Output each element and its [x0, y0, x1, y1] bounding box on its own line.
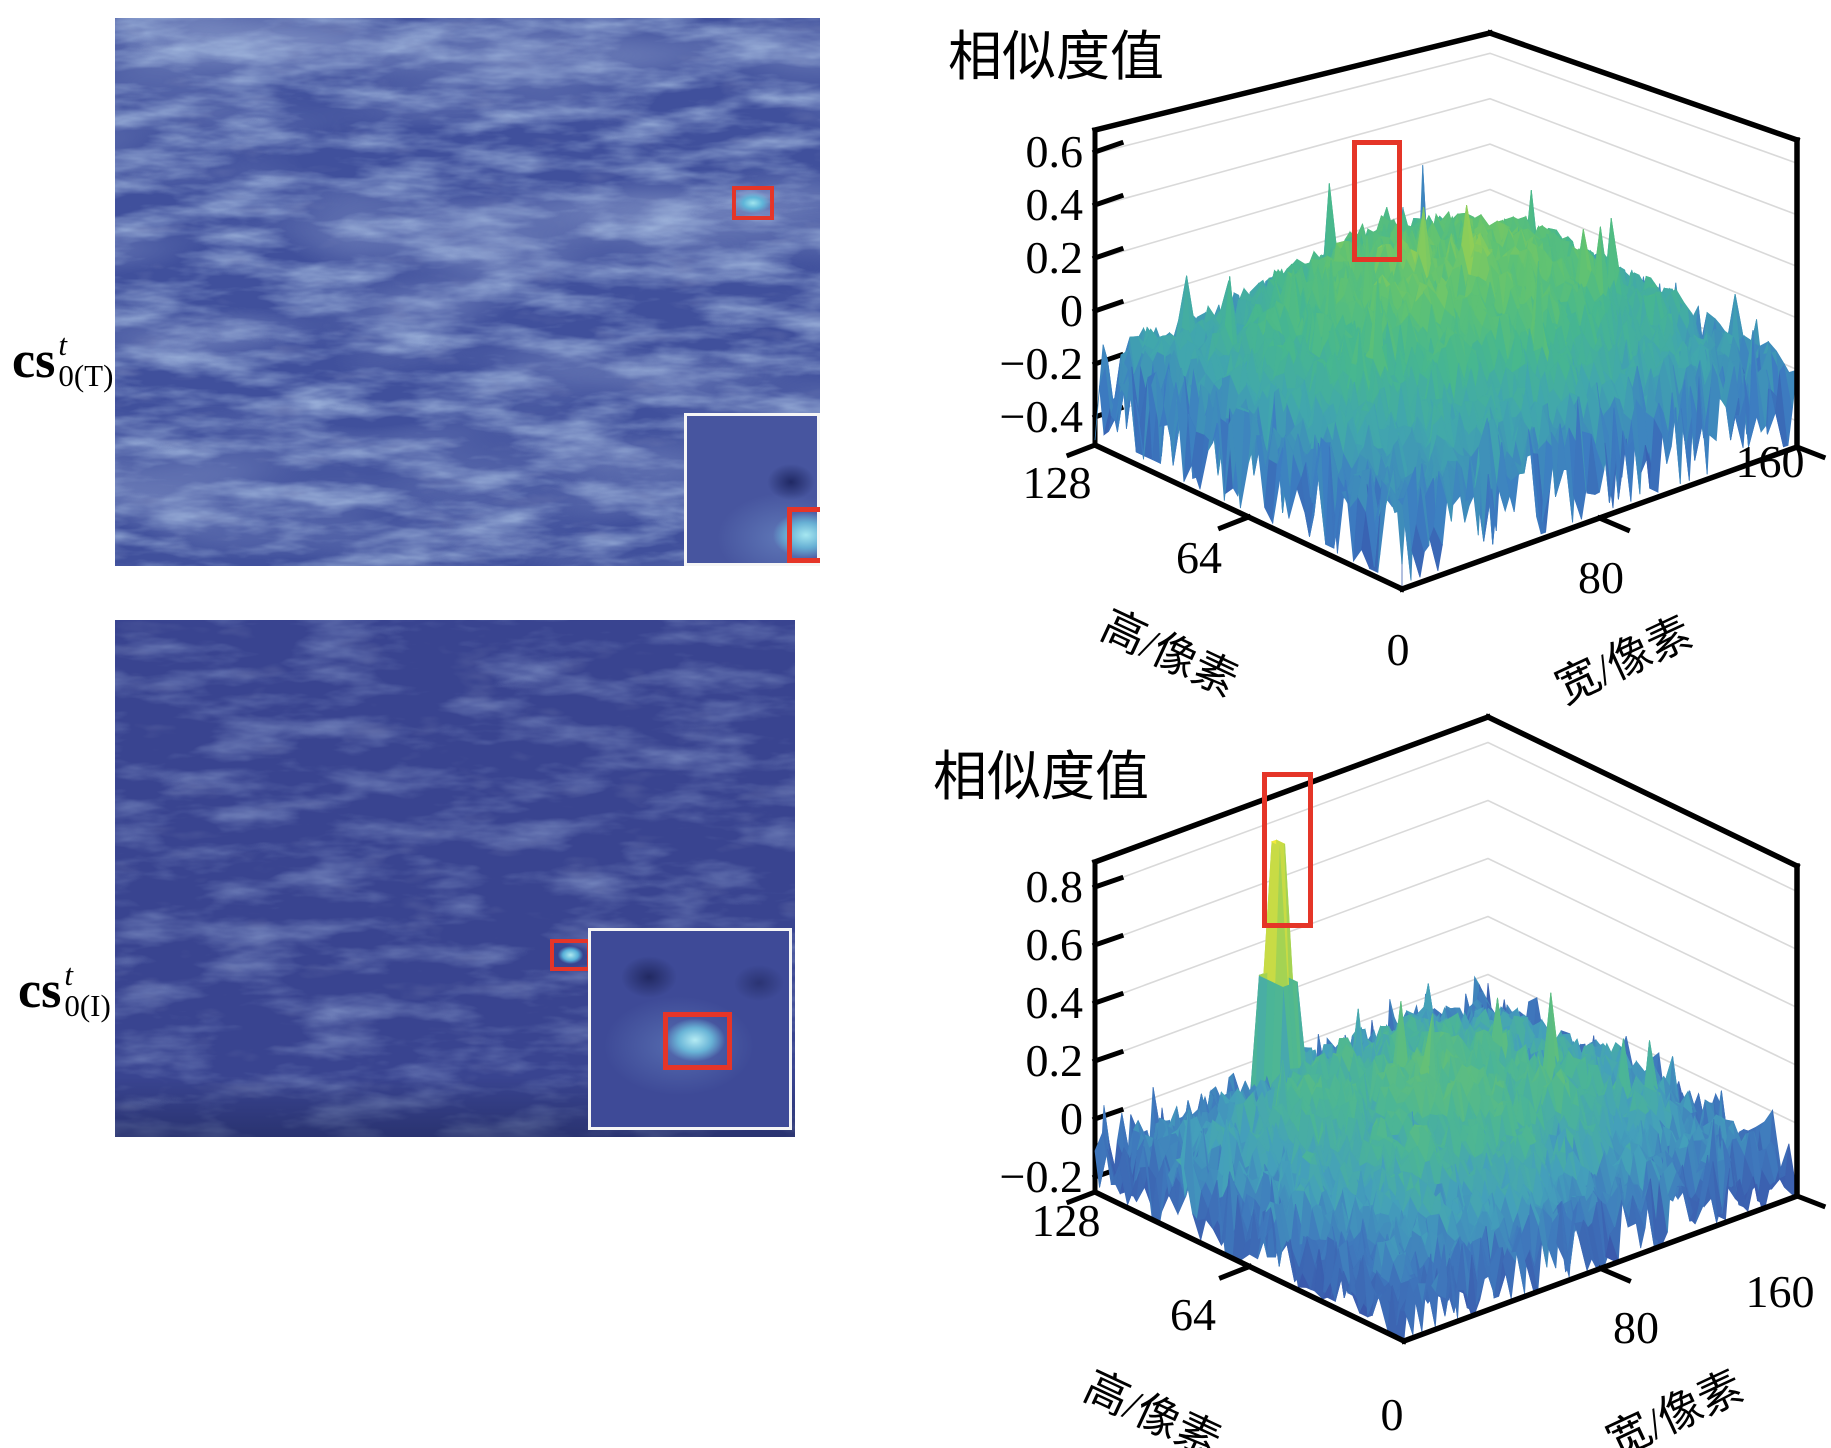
- x-tick-label: 0: [1380, 1389, 1404, 1440]
- z-tick-label: 0.2: [1025, 1035, 1084, 1086]
- target-box-I: [546, 935, 595, 975]
- z-tick-label: 0.6: [1025, 919, 1084, 970]
- peak-highlight-box: [1262, 772, 1313, 928]
- front-frame: [1065, 137, 1827, 593]
- zoom-inset-I: [588, 928, 792, 1130]
- surface-chart-T: [1065, 29, 1827, 593]
- z-tick-label: −0.4: [999, 391, 1083, 442]
- label-scripts: t 0(I): [64, 957, 111, 1023]
- y-tick-label: 128: [1022, 457, 1092, 508]
- inset-target-box-T: [787, 507, 820, 563]
- z-tick-label: 0.8: [1025, 861, 1084, 912]
- peak-highlight-box: [1352, 140, 1402, 262]
- z-tick-label: 0.4: [1025, 179, 1084, 230]
- target-spot-I: [546, 935, 595, 975]
- label-superscript: t: [58, 327, 67, 362]
- label-base: cs: [12, 332, 56, 389]
- label-superscript: t: [64, 957, 73, 992]
- x-tick-label: 160: [1735, 436, 1805, 487]
- panel-label-cs0T: cs t 0(T): [12, 327, 114, 393]
- surface-mesh: [1094, 165, 1798, 581]
- z-tick-label: 0: [1060, 285, 1083, 336]
- label-subscript: 0(T): [58, 358, 114, 393]
- plot-title: 相似度值: [933, 747, 1149, 807]
- heatmap-panel-I: [115, 620, 795, 1137]
- surface-mesh: [1094, 839, 1798, 1339]
- z-tick-label: 0: [1060, 1093, 1083, 1144]
- x-tick-label: 80: [1613, 1302, 1659, 1353]
- label-subscript: 0(I): [64, 988, 111, 1023]
- surface-plot-T: 相似度值 0.6 0.4 0.2 0 −0.2 −0.4 128 64 0 80 160 高/像素 宽/…: [900, 20, 1831, 720]
- z-tick-label: −0.2: [999, 1151, 1083, 1202]
- plot-title: 相似度值: [948, 27, 1164, 87]
- inset-target-box-I: [663, 1012, 732, 1070]
- z-tick-label: −0.2: [999, 338, 1083, 389]
- target-spot-T: [728, 182, 778, 224]
- panel-label-cs0I: cs t 0(I): [18, 957, 111, 1023]
- heatmap-panel-T: [115, 18, 820, 566]
- surface-chart-I: [1065, 713, 1827, 1345]
- front-frame: [1065, 863, 1827, 1345]
- x-tick-label: 160: [1745, 1266, 1815, 1317]
- y-tick-label: 64: [1176, 532, 1222, 583]
- target-box-T: [728, 182, 778, 224]
- heatmap-image-T: [115, 18, 820, 566]
- zoom-inset-T: [684, 413, 820, 566]
- x-tick-label: 80: [1578, 552, 1624, 603]
- z-tick-label: 0.2: [1025, 232, 1084, 283]
- surface-plot-I: 相似度值 0.8 0.6 0.4 0.2 0 −0.2 128 64 0 80 160 高/像素 宽/像…: [800, 650, 1831, 1448]
- label-scripts: t 0(T): [58, 327, 114, 393]
- y-tick-label: 128: [1031, 1195, 1101, 1246]
- label-base: cs: [18, 962, 62, 1019]
- z-tick-label: 0.6: [1025, 126, 1084, 177]
- y-tick-label: 64: [1170, 1289, 1216, 1340]
- x-tick-label: 0: [1386, 624, 1410, 675]
- z-tick-label: 0.4: [1025, 977, 1084, 1028]
